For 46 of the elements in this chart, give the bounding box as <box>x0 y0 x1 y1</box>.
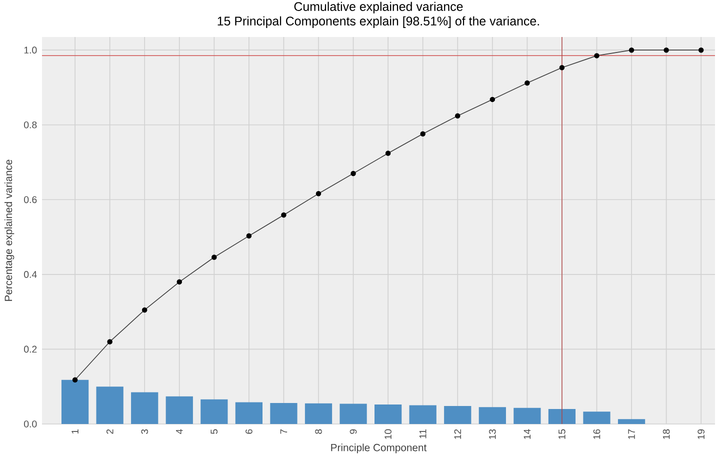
x-tick-label: 2 <box>106 429 114 434</box>
bar <box>374 404 402 424</box>
bar <box>583 412 610 424</box>
x-tick-label: 13 <box>488 429 496 439</box>
x-axis-title: Principle Component <box>331 444 427 454</box>
x-tick-label: 19 <box>698 429 705 439</box>
x-tick-label: 1 <box>72 429 78 434</box>
bar <box>304 403 332 424</box>
chart-title: Cumulative explained variance <box>294 2 463 14</box>
bar <box>478 407 506 424</box>
bar <box>444 406 472 424</box>
bar <box>61 380 89 424</box>
x-tick-label: 14 <box>524 429 531 439</box>
bar <box>409 405 436 424</box>
x-tick-label: 10 <box>384 429 392 439</box>
bar <box>166 396 193 424</box>
x-tick-label: 4 <box>176 429 183 434</box>
x-tick-label: 8 <box>315 429 322 434</box>
y-tick-label: 1.0 <box>24 46 37 54</box>
y-tick-label: 0.4 <box>24 271 37 278</box>
y-axis-title: Percentage explained variance <box>4 160 14 301</box>
bar <box>235 402 263 424</box>
x-tick-label: 6 <box>246 429 252 434</box>
y-tick-label: 0.8 <box>24 121 37 128</box>
x-tick-label: 15 <box>558 429 566 439</box>
x-tick-label: 9 <box>350 429 357 434</box>
x-tick-label: 11 <box>420 429 426 438</box>
x-tick-label: 18 <box>662 429 670 439</box>
x-tick-label: 7 <box>280 429 288 434</box>
y-tick-label: 0.6 <box>24 196 37 204</box>
bar <box>340 404 367 424</box>
y-tick-label: 0.2 <box>24 346 37 353</box>
bar <box>548 409 576 424</box>
x-tick-label: 17 <box>628 429 635 439</box>
x-tick-label: 5 <box>210 429 218 434</box>
bar <box>96 386 124 424</box>
bar <box>131 392 158 424</box>
bar <box>618 419 646 424</box>
bar <box>514 408 541 424</box>
chart-subtitle: 15 Principal Components explain [98.51%] of the variance. <box>218 16 539 28</box>
x-tick-label: 3 <box>141 429 148 434</box>
x-tick-label: 16 <box>593 429 600 439</box>
bar <box>200 399 228 424</box>
y-tick-label: 0.0 <box>24 420 37 428</box>
x-tick-label: 12 <box>454 429 462 439</box>
bar <box>270 403 298 424</box>
